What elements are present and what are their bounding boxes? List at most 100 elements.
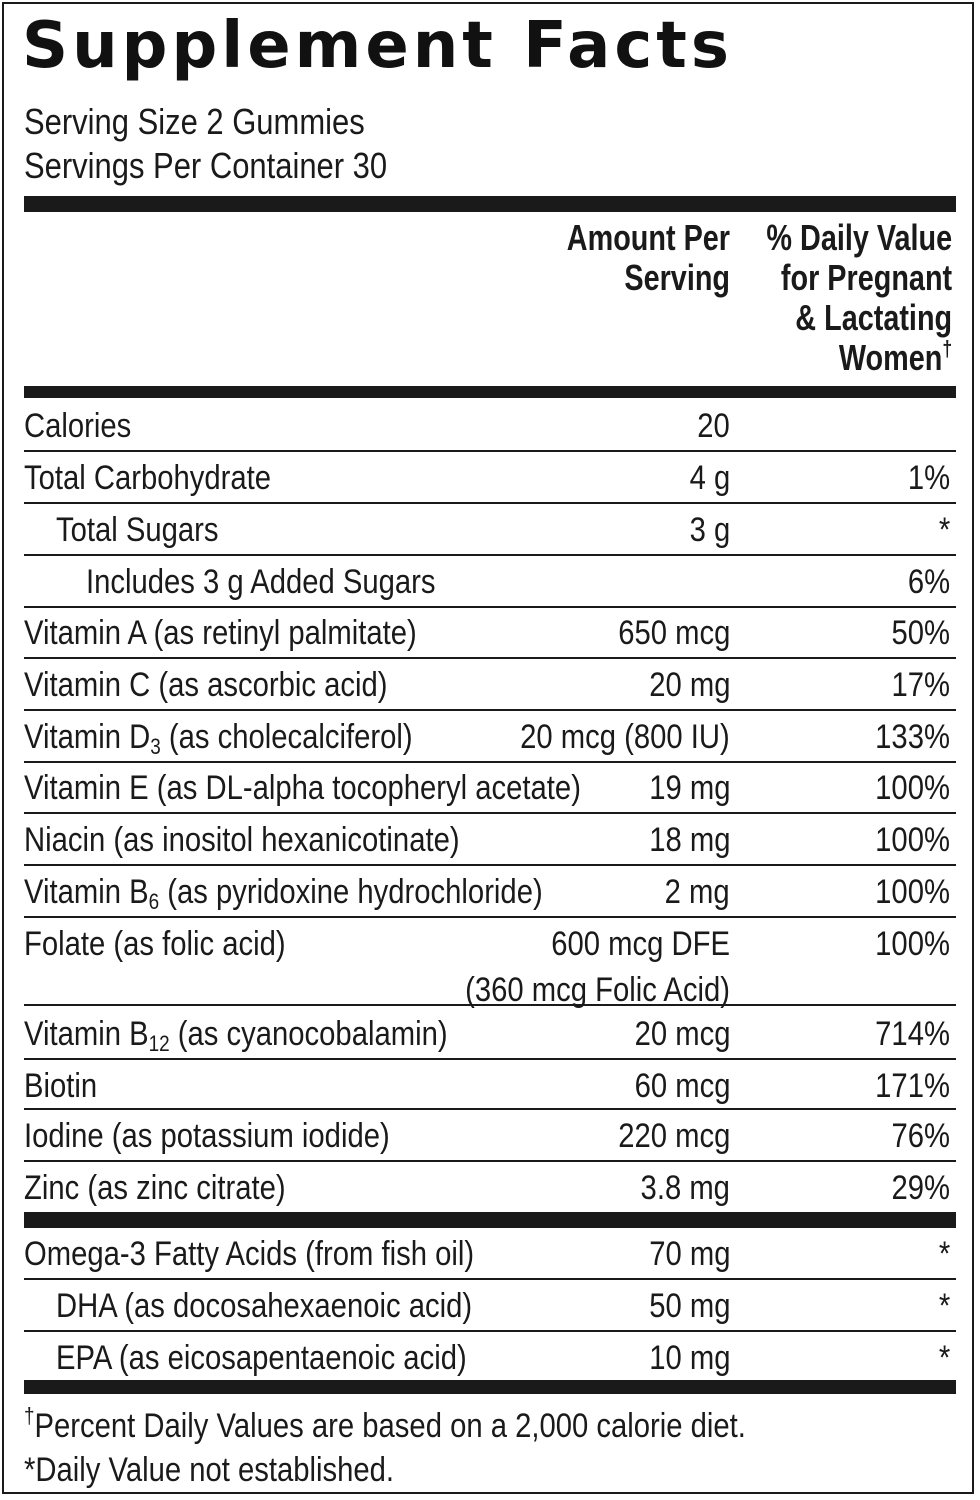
table-row: Iodine (as potassium iodide) 220 mcg 76% <box>24 1110 956 1162</box>
nutrient-name-detail: (as cyanocobalamin) <box>169 1015 448 1053</box>
amount-per-serving: 20 mg <box>649 659 730 711</box>
table-row: Vitamin B6 (as pyridoxine hydrochloride)… <box>24 866 956 918</box>
nutrient-name: Total Sugars <box>56 504 219 556</box>
nutrient-name-text: Calories <box>24 407 132 445</box>
row-divider <box>24 450 956 452</box>
row-divider <box>24 709 956 711</box>
nutrient-name: Zinc (as zinc citrate) <box>24 1162 286 1214</box>
amount-per-serving: 20 mcg (800 IU) <box>520 711 730 763</box>
amount-per-serving: 10 mg <box>649 1332 730 1384</box>
nutrient-name: Vitamin A (as retinyl palmitate) <box>24 607 417 659</box>
daily-value: 714% <box>875 1015 950 1053</box>
amount-per-serving: 3 g <box>689 504 730 556</box>
row-divider <box>24 1160 956 1162</box>
daily-value: 100% <box>875 873 950 911</box>
nutrient-name-detail: (as cholecalciferol) <box>160 718 413 756</box>
row-divider <box>24 657 956 659</box>
amount-value: 20 mcg <box>634 1015 730 1053</box>
daily-value-header: % Daily Value for Pregnant & Lactating W… <box>766 218 952 378</box>
table-row: Includes 3 g Added Sugars 6% <box>24 556 956 608</box>
amount-value: 600 mcg DFE <box>551 925 730 963</box>
amount-value: 20 <box>697 407 730 445</box>
table-row: Zinc (as zinc citrate) 3.8 mg 29% <box>24 1162 956 1212</box>
nutrient-name: Niacin (as inositol hexanicotinate) <box>24 814 460 866</box>
bottom-thick-rule <box>24 1380 956 1394</box>
nutrient-name-text: Biotin <box>24 1067 98 1105</box>
nutrient-subscript: 3 <box>150 734 161 759</box>
footnote-percent-text: Percent Daily Values are based on a 2,00… <box>34 1407 746 1445</box>
amount-per-serving: 650 mcg <box>618 607 730 659</box>
row-divider <box>24 864 956 866</box>
nutrient-name: Iodine (as potassium iodide) <box>24 1110 390 1162</box>
serving-size: Serving Size 2 Gummies <box>24 101 365 142</box>
nutrient-name-text: Niacin (as inositol hexanicotinate) <box>24 821 460 859</box>
nutrient-name: Omega-3 Fatty Acids (from fish oil) <box>24 1228 474 1280</box>
daily-value: * <box>938 1287 950 1325</box>
daily-value: * <box>938 511 950 549</box>
amount-per-serving: 600 mcg DFE (360 mcg Folic Acid) <box>465 918 730 1010</box>
nutrient-name: Vitamin D3 (as cholecalciferol) <box>24 711 413 763</box>
amount-per-serving: 70 mg <box>649 1228 730 1280</box>
daily-value: * <box>938 1235 950 1273</box>
row-divider <box>24 1108 956 1110</box>
amount-secondary: (360 mcg Folic Acid) <box>465 971 730 1009</box>
amount-per-serving: 220 mcg <box>618 1110 730 1162</box>
nutrient-name-text: Zinc (as zinc citrate) <box>24 1169 286 1207</box>
table-row: Calories 20 <box>24 400 956 452</box>
nutrient-name: Calories <box>24 400 131 452</box>
amount-per-serving: 18 mg <box>649 814 730 866</box>
row-divider <box>24 1058 956 1060</box>
amount-per-serving: 3.8 mg <box>641 1162 730 1214</box>
table-row: Biotin 60 mcg 171% <box>24 1060 956 1110</box>
table-row: Total Carbohydrate 4 g 1% <box>24 452 956 504</box>
amount-per-serving: 2 mg <box>665 866 730 918</box>
amount-per-serving: 60 mcg <box>634 1060 730 1112</box>
row-divider <box>24 502 956 504</box>
label-title: Supplement Facts <box>22 9 733 83</box>
nutrient-name-text: Iodine (as potassium iodide) <box>24 1117 390 1155</box>
nutrient-subscript: 12 <box>148 1031 170 1056</box>
nutrient-name: EPA (as eicosapentaenoic acid) <box>56 1332 467 1384</box>
table-row: EPA (as eicosapentaenoic acid) 10 mg * <box>24 1332 956 1380</box>
nutrient-name-text: Total Carbohydrate <box>24 459 272 497</box>
amount-value: 20 mg <box>648 666 730 704</box>
dv-header-line1: % Daily Value <box>766 217 952 258</box>
nutrient-name-text: Vitamin B <box>24 1015 149 1053</box>
nutrient-name-text: Omega-3 Fatty Acids (from fish oil) <box>24 1235 475 1273</box>
daily-value: 17% <box>891 666 950 704</box>
nutrient-name-detail: (as pyridoxine hydrochloride) <box>159 873 543 911</box>
amount-per-serving: 50 mg <box>649 1280 730 1332</box>
footnote-not-established: *Daily Value not established. <box>24 1451 395 1489</box>
nutrient-name-text: EPA (as eicosapentaenoic acid) <box>56 1339 467 1377</box>
daily-value: 1% <box>907 459 950 497</box>
daily-value: 100% <box>875 821 950 859</box>
nutrient-name-text: DHA (as docosahexaenoic acid) <box>56 1287 473 1325</box>
daily-value: 6% <box>907 563 950 601</box>
table-row: DHA (as docosahexaenoic acid) 50 mg * <box>24 1280 956 1332</box>
amount-per-serving: 19 mg <box>649 762 730 814</box>
amount-header-line1: Amount Per <box>566 217 730 258</box>
daily-value: 50% <box>891 614 950 652</box>
nutrient-subscript: 6 <box>148 889 160 914</box>
table-row: Vitamin E (as DL-alpha tocopheryl acetat… <box>24 762 956 814</box>
nutrient-name: Biotin <box>24 1060 97 1112</box>
daily-value: 100% <box>875 769 950 807</box>
row-divider <box>24 916 956 918</box>
amount-value: 220 mcg <box>617 1117 730 1155</box>
amount-value: 650 mcg <box>617 614 730 652</box>
amount-header-line2: Serving <box>624 257 730 298</box>
dv-header-line3: & Lactating <box>795 297 952 338</box>
omega-divider-rule <box>24 1212 956 1228</box>
table-row: Vitamin C (as ascorbic acid) 20 mg 17% <box>24 659 956 711</box>
dv-header-line2: for Pregnant <box>780 257 952 298</box>
dv-header-line4: Women <box>838 337 943 378</box>
nutrient-name-text: Vitamin D <box>24 718 151 756</box>
row-divider <box>24 1004 956 1006</box>
daily-value: 100% <box>875 925 950 963</box>
row-divider <box>24 761 956 763</box>
row-divider <box>24 1330 956 1332</box>
table-row: Vitamin D3 (as cholecalciferol) 20 mcg (8… <box>24 711 956 763</box>
top-thick-rule <box>24 196 956 212</box>
row-divider <box>24 606 956 608</box>
